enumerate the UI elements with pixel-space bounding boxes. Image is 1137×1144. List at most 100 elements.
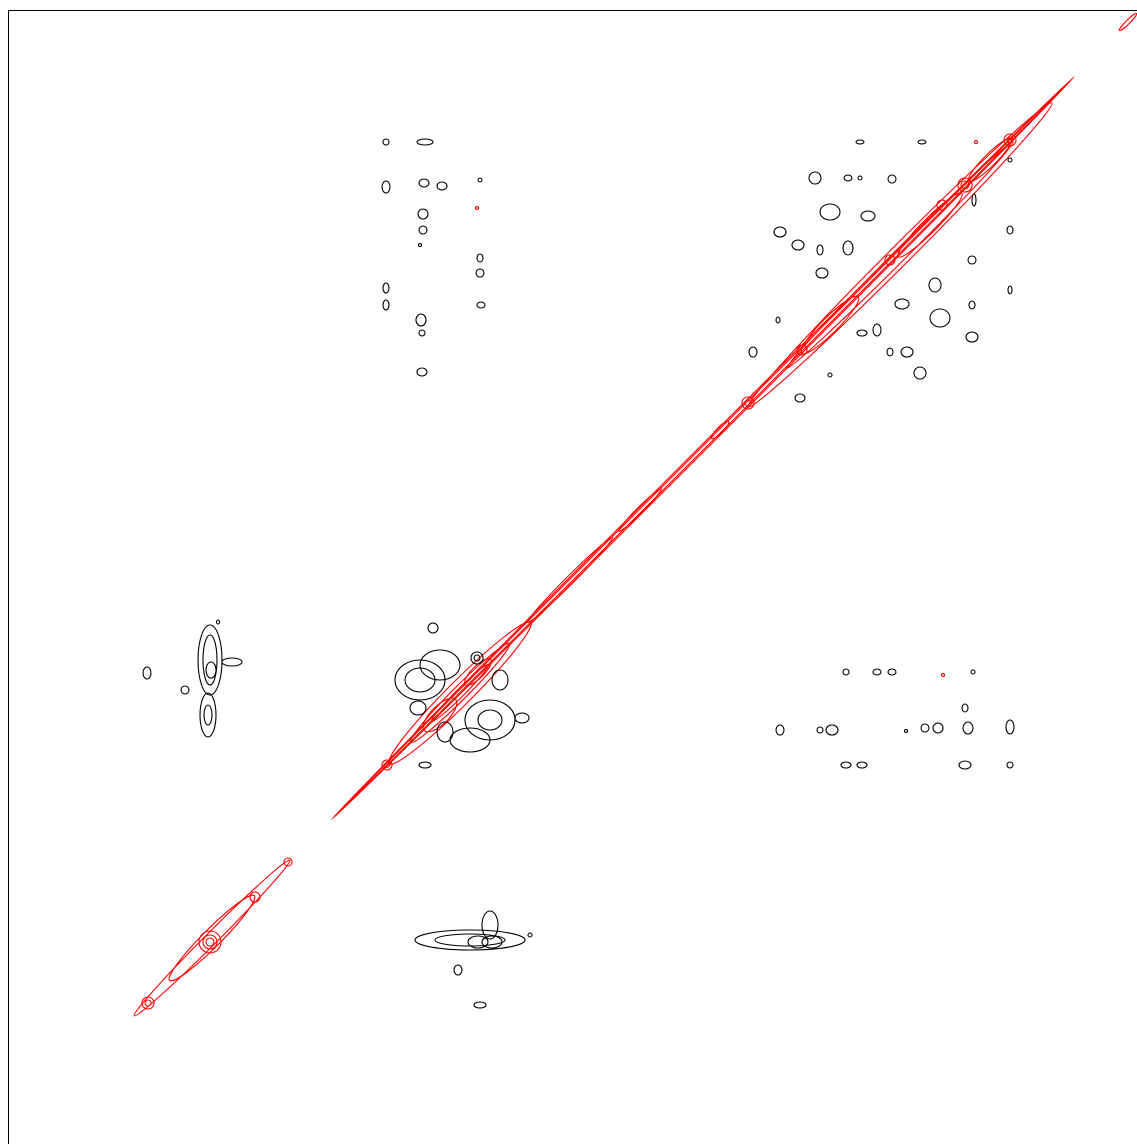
cross-peak: [773, 226, 787, 238]
cross-peak: [827, 372, 833, 378]
cross-peak: [842, 668, 850, 676]
cross-peak: [843, 174, 853, 182]
cross-peak: [491, 669, 509, 691]
cross-peak: [932, 722, 944, 734]
diagonal-peak: [960, 180, 970, 190]
diagonal-contour: [618, 488, 662, 532]
cross-peak: [215, 619, 221, 625]
cross-peak: [527, 932, 533, 938]
cross-peak: [887, 668, 897, 676]
cross-peak: [514, 712, 530, 724]
cross-peak: [418, 329, 426, 337]
diagonal-contour: [897, 192, 963, 258]
cross-peak: [928, 277, 942, 293]
cross-peak: [929, 308, 951, 328]
cross-peak: [815, 267, 829, 279]
diagonal-contour: [409, 642, 511, 744]
diagonal-peak: [141, 996, 155, 1010]
cross-peak: [473, 654, 481, 662]
cross-peak: [436, 181, 448, 191]
diagonal-contour: [967, 137, 1013, 183]
diagonal-contour: [431, 664, 489, 722]
cross-peak: [180, 685, 190, 695]
diagonal-peak: [474, 205, 480, 211]
cross-peak: [842, 240, 854, 256]
cross-peak: [971, 193, 977, 207]
cross-peak: [816, 244, 824, 256]
cross-peak: [970, 669, 976, 675]
diagonal-contour: [334, 79, 1072, 817]
cross-peak: [808, 171, 822, 185]
diagonal-peak: [205, 937, 215, 947]
cross-peak: [409, 700, 427, 716]
cross-peak: [816, 726, 824, 734]
diagonal-peak: [144, 999, 152, 1007]
cross-peak: [475, 268, 485, 278]
cross-peak: [436, 721, 454, 743]
diagonal-contour: [331, 76, 1075, 820]
diagonal-contour: [800, 295, 860, 355]
contour-group: [133, 12, 1137, 1017]
cross-peak: [382, 299, 390, 311]
diagonal-contour: [526, 536, 614, 624]
diagonal-contour: [710, 420, 730, 440]
cross-peak: [470, 651, 484, 665]
cross-peak: [958, 760, 972, 770]
diagonal-contour: [422, 697, 458, 733]
cross-peak: [203, 704, 213, 726]
cross-peak: [968, 300, 976, 310]
cross-peak: [142, 666, 152, 680]
cross-peak: [872, 323, 882, 337]
cross-peak: [825, 724, 839, 736]
cross-peak: [1006, 761, 1014, 769]
diagonal-peak: [741, 396, 755, 410]
cross-peak: [427, 622, 439, 634]
diagonal-peak: [744, 399, 752, 407]
diagonal-peak: [936, 199, 948, 211]
cross-peak: [476, 253, 484, 263]
diagonal-peak: [940, 672, 946, 678]
cross-peak: [856, 761, 868, 769]
diagonal-peak: [884, 254, 896, 266]
diagonal-contour: [786, 141, 1014, 369]
cross-peak: [840, 761, 852, 769]
cross-peak: [894, 298, 910, 310]
diagonal-peak: [283, 857, 293, 867]
cross-peak: [886, 347, 894, 357]
diagonal-peak: [1003, 133, 1017, 147]
cross-peak: [382, 282, 390, 294]
cross-peak: [1007, 285, 1013, 295]
cross-peak: [965, 331, 979, 343]
cross-peak: [205, 661, 217, 679]
cross-peak: [197, 624, 223, 696]
cross-peak: [434, 933, 506, 947]
cross-peak: [903, 728, 909, 734]
cross-peak: [221, 657, 243, 667]
cross-peak: [419, 649, 461, 681]
cross-peak: [477, 709, 503, 731]
cross-peak: [404, 667, 436, 693]
cross-peak: [476, 301, 486, 309]
cross-peak: [791, 239, 805, 251]
diagonal-peak: [198, 930, 222, 954]
cross-peak: [414, 929, 526, 951]
cross-peak: [416, 367, 428, 377]
diagonal-contour: [464, 658, 492, 686]
cross-peak: [416, 138, 434, 146]
cross-peak: [477, 177, 483, 183]
cross-peak: [417, 208, 429, 220]
diagonal-contour: [747, 102, 1053, 408]
diagonal-peak: [973, 139, 979, 145]
cross-peak: [961, 703, 969, 713]
diagonal-peak: [381, 759, 393, 771]
cross-peak: [453, 964, 463, 976]
cross-peak: [775, 724, 785, 736]
cross-peak: [1005, 719, 1015, 735]
cross-peak: [1006, 225, 1014, 235]
cross-peak: [464, 699, 516, 741]
cross-peak: [857, 175, 863, 181]
cross-peak: [417, 242, 423, 248]
diagonal-peak: [202, 934, 218, 950]
diagonal-peak: [796, 344, 808, 356]
